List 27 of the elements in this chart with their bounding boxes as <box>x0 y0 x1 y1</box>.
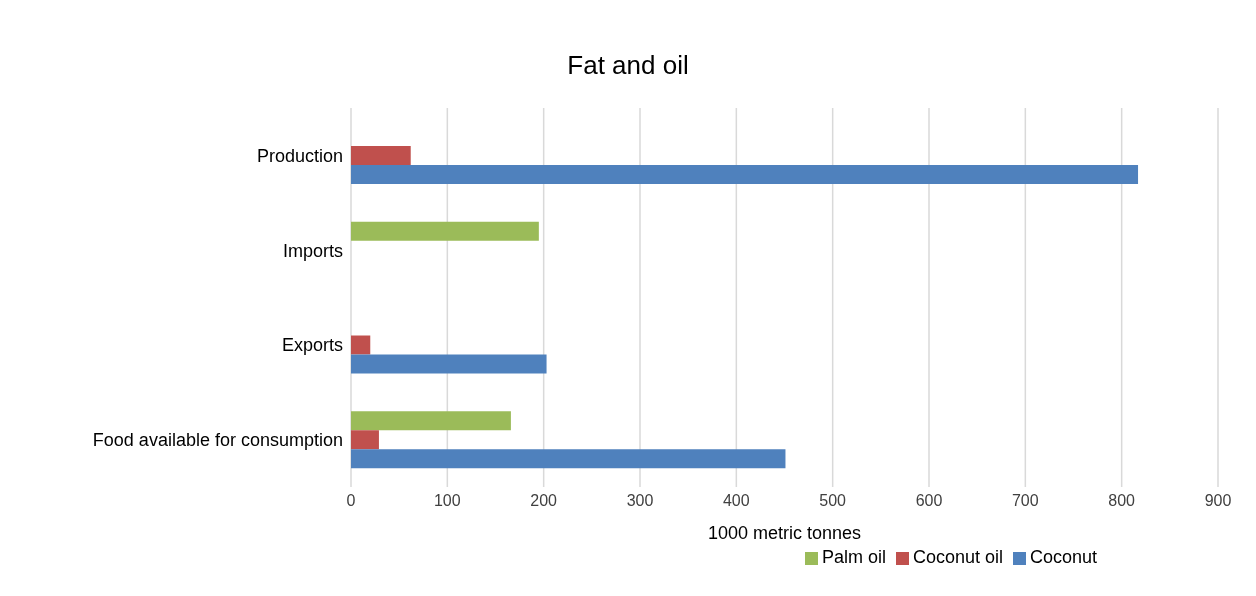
bar <box>351 430 379 450</box>
y-tick-label: Exports <box>281 335 343 356</box>
x-tick-label: 200 <box>530 492 558 510</box>
y-tick-label: Production <box>256 145 343 166</box>
bar <box>351 335 371 355</box>
bar <box>351 354 547 374</box>
chart-title: Fat and oil <box>566 50 690 81</box>
y-tick-label: Imports <box>282 240 343 261</box>
x-tick-label: 500 <box>819 492 847 510</box>
bar <box>351 165 1139 184</box>
x-tick-label: 900 <box>1204 492 1232 510</box>
bar <box>351 449 786 469</box>
x-tick-label: 0 <box>346 492 356 510</box>
bar <box>351 411 511 431</box>
x-tick-label: 800 <box>1108 492 1136 510</box>
bar <box>351 221 539 241</box>
bar <box>351 146 411 165</box>
x-tick-label: 400 <box>722 492 750 510</box>
y-tick-label: Food available for consumption <box>92 430 343 451</box>
legend-label: Palm oil <box>821 547 886 567</box>
legend-label: Coconut <box>1030 547 1098 567</box>
x-tick-label: 300 <box>626 492 654 510</box>
x-tick-label: 600 <box>915 492 943 510</box>
legend-label: Coconut oil <box>912 547 1004 567</box>
x-axis-title: 1000 metric tonnes <box>707 523 862 543</box>
x-tick-label: 700 <box>1011 492 1039 510</box>
x-tick-label: 100 <box>433 492 461 510</box>
